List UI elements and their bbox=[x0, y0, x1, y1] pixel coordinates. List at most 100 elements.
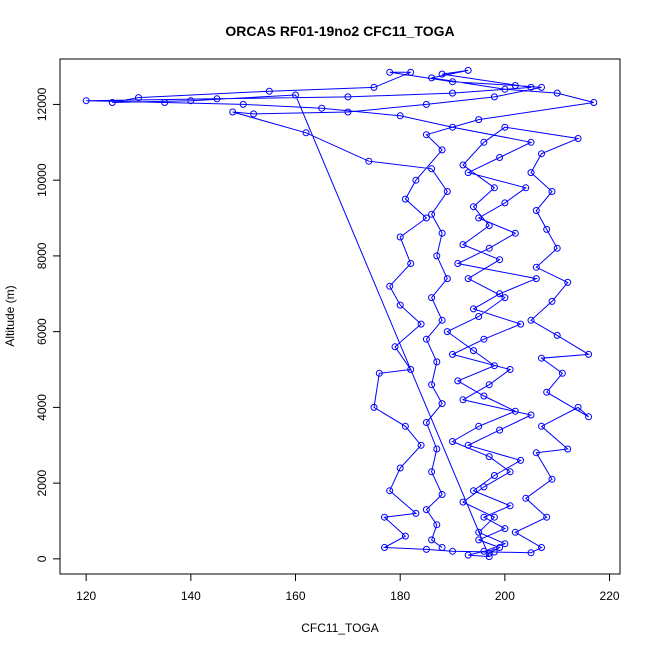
data-point bbox=[433, 252, 441, 260]
data-point bbox=[532, 449, 540, 457]
data-point bbox=[527, 411, 535, 419]
data-point bbox=[501, 294, 509, 302]
data-point bbox=[459, 161, 467, 169]
data-point bbox=[585, 413, 593, 421]
data-point bbox=[548, 475, 556, 483]
data-point bbox=[574, 135, 582, 142]
data-point bbox=[522, 184, 530, 192]
data-point bbox=[292, 91, 299, 99]
data-point bbox=[449, 438, 456, 445]
y-tick-label: 6000 bbox=[35, 318, 49, 345]
data-point bbox=[538, 422, 545, 430]
data-point bbox=[459, 241, 467, 249]
data-point bbox=[449, 123, 456, 131]
data-point bbox=[464, 66, 472, 74]
data-point bbox=[386, 282, 394, 290]
data-point bbox=[553, 331, 561, 339]
data-point bbox=[496, 426, 504, 434]
data-point bbox=[532, 263, 540, 271]
data-point bbox=[375, 369, 383, 377]
x-tick-label: 120 bbox=[76, 589, 96, 603]
data-point bbox=[464, 551, 472, 559]
data-point bbox=[438, 400, 446, 408]
data-point bbox=[401, 532, 409, 540]
data-point bbox=[475, 528, 483, 536]
data-point bbox=[538, 354, 545, 362]
data-point bbox=[485, 381, 493, 389]
data-point bbox=[517, 456, 525, 464]
x-tick-label: 220 bbox=[600, 589, 620, 603]
data-point bbox=[428, 294, 436, 302]
y-axis-label: Altitude (m) bbox=[3, 285, 17, 346]
data-point bbox=[443, 328, 451, 336]
data-point bbox=[433, 445, 441, 453]
data-point bbox=[438, 70, 446, 78]
data-point bbox=[428, 536, 436, 544]
data-point bbox=[370, 83, 378, 91]
data-point bbox=[108, 99, 116, 106]
y-tick-label: 12000 bbox=[35, 87, 49, 121]
data-point bbox=[407, 366, 415, 373]
data-point bbox=[381, 544, 388, 551]
data-point bbox=[381, 513, 388, 521]
data-point bbox=[187, 97, 195, 105]
data-point bbox=[239, 100, 247, 108]
data-point bbox=[412, 509, 420, 517]
data-point bbox=[464, 169, 472, 177]
data-point bbox=[449, 89, 456, 97]
data-point bbox=[490, 472, 498, 479]
data-point bbox=[511, 407, 519, 415]
x-tick-label: 180 bbox=[390, 589, 410, 603]
data-point bbox=[464, 441, 472, 449]
data-point bbox=[574, 403, 582, 411]
data-point bbox=[422, 131, 430, 139]
data-point bbox=[470, 305, 477, 313]
data-point bbox=[543, 388, 551, 396]
y-tick-label: 2000 bbox=[35, 469, 49, 496]
data-point bbox=[470, 203, 477, 211]
data-point bbox=[548, 297, 556, 305]
series-line bbox=[86, 69, 594, 558]
data-point bbox=[443, 275, 451, 283]
data-point bbox=[443, 188, 451, 195]
data-point bbox=[422, 100, 430, 108]
data-point bbox=[386, 68, 394, 76]
y-tick-label: 10000 bbox=[35, 163, 49, 197]
data-point bbox=[506, 468, 514, 476]
data-point bbox=[553, 244, 561, 252]
data-point bbox=[412, 176, 420, 184]
data-point bbox=[496, 256, 504, 264]
data-point bbox=[365, 157, 373, 165]
data-point bbox=[302, 129, 310, 137]
data-point bbox=[532, 275, 540, 283]
data-point bbox=[135, 94, 142, 102]
data-point bbox=[422, 419, 430, 426]
data-point bbox=[480, 392, 488, 400]
data-point bbox=[558, 369, 566, 377]
data-point bbox=[433, 358, 441, 366]
data-point bbox=[485, 553, 493, 561]
data-point bbox=[501, 199, 509, 207]
data-point bbox=[454, 260, 462, 267]
data-point bbox=[470, 487, 477, 495]
data-point bbox=[464, 275, 472, 283]
data-point bbox=[454, 377, 462, 385]
plot-frame bbox=[59, 58, 621, 575]
data-point bbox=[553, 89, 561, 97]
data-point bbox=[438, 316, 446, 324]
data-point bbox=[229, 108, 237, 116]
data-point bbox=[496, 154, 504, 161]
data-point bbox=[82, 97, 90, 105]
data-point bbox=[417, 320, 425, 328]
data-point bbox=[265, 87, 273, 95]
data-point bbox=[407, 260, 415, 267]
y-tick-label: 0 bbox=[35, 555, 49, 562]
x-axis-label: CFC11_TOGA bbox=[301, 621, 379, 635]
data-point bbox=[475, 422, 483, 430]
data-point bbox=[438, 544, 446, 551]
data-point bbox=[422, 214, 430, 222]
data-point bbox=[428, 165, 436, 173]
data-point bbox=[496, 290, 504, 298]
data-point bbox=[527, 83, 535, 91]
